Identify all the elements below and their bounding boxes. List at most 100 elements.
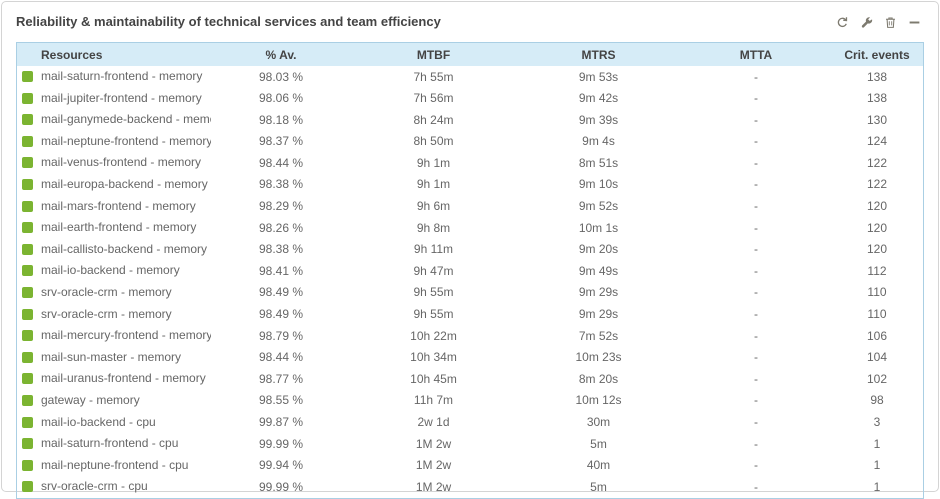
status-up-icon	[22, 200, 33, 212]
mtta-value: -	[754, 393, 758, 408]
mtrs-value: 5m	[590, 479, 607, 494]
crit-events-value: 122	[866, 177, 888, 192]
mtta-value: -	[754, 199, 758, 214]
resource-name[interactable]: srv-oracle-crm - memory	[41, 284, 172, 299]
mtbf-value: 9h 55m	[413, 307, 454, 322]
resource-name[interactable]: mail-callisto-backend - memory	[41, 241, 208, 256]
table-header-row: Resources % Av. MTBF MTRS MTTA Crit. eve…	[17, 43, 923, 66]
resource-name[interactable]: mail-saturn-frontend - cpu	[41, 436, 179, 451]
availability-value: 98.49 %	[258, 307, 304, 322]
mtbf-value: 2w 1d	[417, 415, 450, 429]
mtbf-value: 9h 6m	[416, 199, 451, 214]
resource-cell: mail-europa-backend - memory	[17, 174, 211, 196]
resource-name[interactable]: mail-neptune-frontend - memory	[41, 133, 211, 148]
mtta-value: -	[754, 242, 758, 257]
panel-actions	[835, 14, 924, 30]
availability-value: 98.06 %	[258, 91, 304, 106]
table-row: mail-uranus-frontend - memory 98.77 % 10h …	[17, 368, 923, 390]
resource-cell: mail-saturn-frontend - cpu	[17, 433, 211, 455]
resource-name[interactable]: srv-oracle-crm - memory	[41, 306, 172, 321]
column-header-mtta[interactable]: MTTA	[681, 43, 831, 66]
mtbf-value: 9h 1m	[416, 177, 451, 192]
resource-name[interactable]: mail-neptune-frontend - cpu	[41, 457, 189, 472]
table-row: mail-sun-master - memory 98.44 % 10h 34m 10…	[17, 347, 923, 369]
column-header-mtrs[interactable]: MTRS	[516, 43, 681, 66]
status-up-icon	[22, 373, 33, 385]
resource-name[interactable]: mail-europa-backend - memory	[41, 176, 208, 191]
table-row: mail-jupiter-frontend - memory 98.06 % 7h …	[17, 88, 923, 110]
table-row: mail-neptune-frontend - cpu 99.94 % 1M 2w 4…	[17, 455, 923, 477]
mtbf-value: 9h 8m	[416, 220, 451, 235]
resource-name[interactable]: mail-ganymede-backend - memory	[41, 112, 211, 127]
minus-collapse-icon[interactable]	[907, 15, 922, 30]
resource-cell: mail-sun-master - memory	[17, 347, 211, 369]
availability-value: 98.37 %	[258, 134, 304, 149]
resource-name[interactable]: gateway - memory	[41, 392, 140, 407]
resource-name[interactable]: mail-io-backend - memory	[41, 263, 180, 278]
resource-name[interactable]: mail-uranus-frontend - memory	[41, 371, 206, 386]
resource-name[interactable]: mail-venus-frontend - memory	[41, 155, 202, 170]
resource-cell: srv-oracle-crm - memory	[17, 282, 211, 304]
column-header-availability[interactable]: % Av.	[211, 43, 351, 66]
status-up-icon	[22, 222, 33, 234]
column-header-crit-events[interactable]: Crit. events	[831, 43, 923, 66]
wrench-settings-icon[interactable]	[859, 15, 874, 30]
resource-cell: mail-mercury-frontend - memory	[17, 325, 211, 347]
refresh-icon[interactable]	[835, 15, 850, 30]
resource-cell: mail-earth-frontend - memory	[17, 217, 211, 239]
status-up-icon	[22, 459, 33, 471]
table-row: gateway - memory 98.55 % 11h 7m 10m 12s - 98	[17, 390, 923, 412]
mtbf-value: 10h 22m	[410, 328, 457, 343]
availability-value: 98.79 %	[258, 328, 304, 343]
mtrs-value: 10m 12s	[575, 393, 622, 408]
resource-name[interactable]: mail-sun-master - memory	[41, 349, 182, 364]
resource-name[interactable]: mail-earth-frontend - memory	[41, 220, 197, 235]
availability-value: 99.99 %	[258, 479, 304, 494]
resource-name[interactable]: mail-saturn-frontend - memory	[41, 69, 203, 83]
availability-value: 98.26 %	[258, 220, 304, 235]
resource-name[interactable]: mail-mercury-frontend - memory	[41, 328, 211, 343]
mtrs-value: 40m	[586, 458, 611, 473]
mtta-value: -	[754, 263, 758, 278]
mtbf-value: 9h 11m	[413, 242, 454, 257]
table-row: srv-oracle-crm - memory 98.49 % 9h 55m 9m 2…	[17, 282, 923, 304]
mtrs-value: 10m 1s	[578, 220, 619, 235]
resource-cell: srv-oracle-crm - memory	[17, 304, 211, 326]
crit-events-value: 130	[866, 112, 888, 127]
mtta-value: -	[754, 371, 758, 386]
panel-title: Reliability & maintainability of technic…	[16, 14, 441, 29]
table-row: mail-mercury-frontend - memory 98.79 % 10h…	[17, 325, 923, 347]
status-up-icon	[22, 481, 33, 493]
crit-events-value: 120	[866, 242, 888, 257]
availability-value: 98.38 %	[258, 177, 304, 192]
crit-events-value: 124	[866, 134, 888, 149]
crit-events-value: 138	[866, 91, 888, 106]
crit-events-value: 1	[873, 479, 881, 494]
status-up-icon	[22, 265, 33, 277]
resource-name[interactable]: mail-mars-frontend - memory	[41, 198, 196, 213]
mtrs-value: 9m 10s	[578, 177, 619, 192]
resource-cell: mail-mars-frontend - memory	[17, 196, 211, 218]
crit-events-value: 120	[866, 220, 888, 235]
trash-delete-icon[interactable]	[883, 15, 898, 30]
mtbf-value: 8h 50m	[413, 134, 454, 149]
availability-value: 98.77 %	[258, 371, 304, 386]
status-up-icon	[22, 330, 33, 342]
mtbf-value: 9h 55m	[413, 285, 454, 300]
mtta-value: -	[754, 458, 758, 473]
mtrs-value: 7m 52s	[578, 328, 619, 343]
column-header-mtbf[interactable]: MTBF	[351, 43, 516, 66]
resource-name[interactable]: mail-jupiter-frontend - memory	[41, 90, 202, 105]
status-up-icon	[22, 243, 33, 255]
resource-name[interactable]: mail-io-backend - cpu	[41, 414, 156, 429]
table-row: mail-earth-frontend - memory 98.26 % 9h 8m…	[17, 217, 923, 239]
mtrs-value: 9m 29s	[578, 307, 619, 322]
mtbf-value: 8h 24m	[413, 112, 454, 127]
resource-name[interactable]: srv-oracle-crm - cpu	[41, 479, 148, 494]
table-row: srv-oracle-crm - cpu 99.99 % 1M 2w 5m - 1	[17, 476, 923, 498]
resource-cell: gateway - memory	[17, 390, 211, 412]
mtrs-value: 9m 29s	[578, 285, 619, 300]
table-row: mail-ganymede-backend - memory 98.18 % 8h …	[17, 109, 923, 131]
crit-events-value: 120	[866, 199, 888, 214]
column-header-resources[interactable]: Resources	[17, 43, 211, 66]
